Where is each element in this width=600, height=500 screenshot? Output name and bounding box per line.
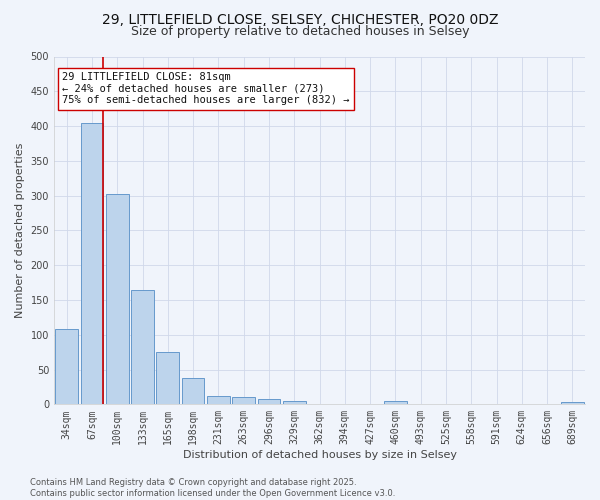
Bar [80, 122, 103, 404]
Bar [283, 401, 305, 404]
Text: 29 LITTLEFIELD CLOSE: 81sqm
← 24% of detached houses are smaller (273)
75% of se: 29 LITTLEFIELD CLOSE: 81sqm ← 24% of det… [62, 72, 350, 106]
Bar [257, 399, 280, 404]
Y-axis label: Number of detached properties: Number of detached properties [15, 142, 25, 318]
Bar [182, 378, 205, 404]
Text: Contains HM Land Registry data © Crown copyright and database right 2025.
Contai: Contains HM Land Registry data © Crown c… [30, 478, 395, 498]
Bar [232, 396, 255, 404]
Bar [561, 402, 584, 404]
Text: Size of property relative to detached houses in Selsey: Size of property relative to detached ho… [131, 25, 469, 38]
Bar [131, 290, 154, 405]
Bar [106, 194, 128, 404]
Bar [207, 396, 230, 404]
Bar [157, 352, 179, 405]
Bar [384, 401, 407, 404]
Text: 29, LITTLEFIELD CLOSE, SELSEY, CHICHESTER, PO20 0DZ: 29, LITTLEFIELD CLOSE, SELSEY, CHICHESTE… [102, 12, 498, 26]
X-axis label: Distribution of detached houses by size in Selsey: Distribution of detached houses by size … [182, 450, 457, 460]
Bar [55, 329, 78, 404]
